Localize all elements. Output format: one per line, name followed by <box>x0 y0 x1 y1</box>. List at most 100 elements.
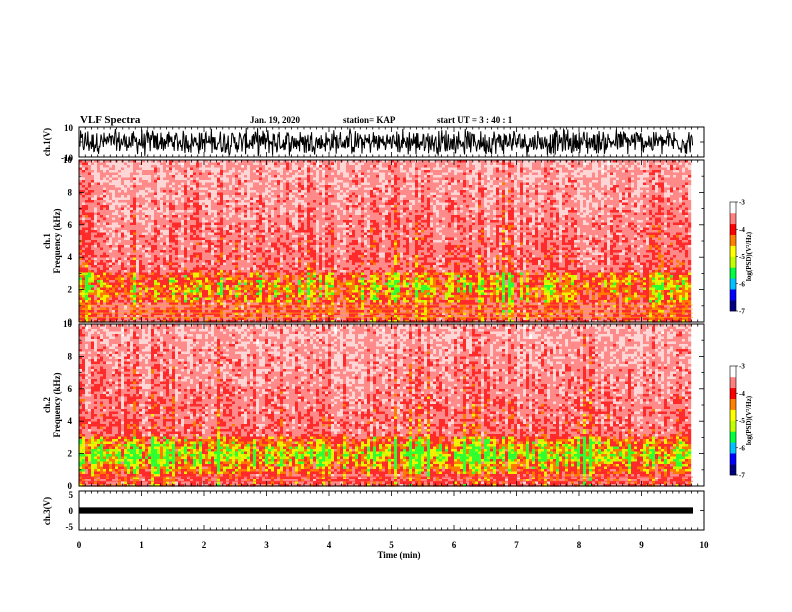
spectrogram-cell <box>205 168 208 171</box>
spectrogram-cell <box>328 173 331 176</box>
ch1-waveform-panel: 10 -10 ch.1(V) <box>42 123 704 163</box>
spectrogram-cell <box>142 170 145 173</box>
spectrogram-cell <box>529 170 532 173</box>
spectrogram-cell <box>148 170 151 173</box>
spectrogram-cell <box>571 163 574 166</box>
spectrogram-cell <box>130 163 133 166</box>
spectrogram-cell <box>550 163 553 166</box>
spectrogram-cell <box>295 173 298 176</box>
spectrogram-cell <box>430 168 433 171</box>
spectrogram-cell <box>277 173 280 176</box>
spectrogram-cell <box>244 168 247 171</box>
spectrogram-cell <box>106 165 109 168</box>
spectrogram-cell <box>646 170 649 173</box>
spectrogram-cell <box>199 163 202 166</box>
spectrogram-cell <box>277 163 280 166</box>
spectrogram-cell <box>334 173 337 176</box>
spectrogram-cell <box>304 163 307 166</box>
spectrogram-cell <box>661 170 664 173</box>
spectrogram-cell <box>400 168 403 171</box>
spectrogram-cell <box>127 173 130 176</box>
spectrogram-cell <box>91 170 94 173</box>
spectrogram-cell <box>607 165 610 168</box>
spectrogram-cell <box>235 170 238 173</box>
spectrogram-cell <box>592 163 595 166</box>
spectrogram-cell <box>547 163 550 166</box>
spectrogram-cell <box>637 168 640 171</box>
spectrogram-cell <box>241 170 244 173</box>
spectrogram-cell <box>595 163 598 166</box>
spectrogram-cell <box>541 165 544 168</box>
spectrogram-cell <box>550 173 553 176</box>
spectrogram-cell <box>205 165 208 168</box>
spectrogram-cell <box>640 170 643 173</box>
spectrogram-cell <box>640 168 643 171</box>
spectrogram-cell <box>238 163 241 166</box>
spectrogram-cell <box>235 163 238 166</box>
spectrogram-cell <box>475 163 478 166</box>
spectrogram-cell <box>631 168 634 171</box>
spectrogram-cell <box>628 168 631 171</box>
spectrogram-cell <box>85 170 88 173</box>
spectrogram-cell <box>298 165 301 168</box>
spectrogram-cell <box>217 170 220 173</box>
spectrogram-cell <box>637 170 640 173</box>
spectrogram-cell <box>286 168 289 171</box>
spectrogram-cell <box>85 165 88 168</box>
spectrogram-cell <box>253 170 256 173</box>
spectrogram-cell <box>652 163 655 166</box>
spectrogram-cell <box>397 165 400 168</box>
spectrogram-cell <box>613 163 616 166</box>
spectrogram-cell <box>409 170 412 173</box>
spectrogram-cell <box>532 170 535 173</box>
spectrogram-cell <box>460 163 463 166</box>
spectrogram-cell <box>133 173 136 176</box>
spectrogram-cell <box>397 168 400 171</box>
spectrogram-cell <box>553 163 556 166</box>
spectrogram-cell <box>127 163 130 166</box>
spectrogram-cell <box>436 173 439 176</box>
spectrogram-cell <box>331 173 334 176</box>
spectrogram-cell <box>499 168 502 171</box>
spectrogram-cell <box>232 170 235 173</box>
spectrogram-cell <box>388 170 391 173</box>
spectrogram-cell <box>319 173 322 176</box>
spectrogram-cell <box>94 165 97 168</box>
spectrogram-cell <box>436 168 439 171</box>
spectrogram-cell <box>439 173 442 176</box>
spectrogram-cell <box>346 168 349 171</box>
spectrogram-cell <box>127 170 130 173</box>
spectrogram-cell <box>385 173 388 176</box>
spectrogram-cell <box>193 173 196 176</box>
spectrogram-cell <box>355 163 358 166</box>
spectrogram-cell <box>508 170 511 173</box>
spectrogram-cell <box>145 168 148 171</box>
ch1-ytick-top: 10 <box>64 123 74 133</box>
spectrogram-cell <box>292 163 295 166</box>
spectrogram-cell <box>223 165 226 168</box>
spectrogram-cell <box>118 173 121 176</box>
spectrogram-cell <box>487 170 490 173</box>
spectrogram-cell <box>268 163 271 166</box>
spectrogram-cell <box>610 170 613 173</box>
spectrogram-cell <box>226 168 229 171</box>
spectrogram-cell <box>94 163 97 166</box>
spectrogram-cell <box>562 168 565 171</box>
spectrogram-cell <box>382 170 385 173</box>
spectrogram-cell <box>94 168 97 171</box>
spectrogram-cell <box>145 165 148 168</box>
spectrogram-cell <box>430 163 433 166</box>
spectrogram-cell <box>220 170 223 173</box>
spectrogram-cell <box>655 170 658 173</box>
spectrogram-cell <box>412 170 415 173</box>
spectrogram-cell <box>109 165 112 168</box>
spectrogram-cell <box>622 170 625 173</box>
spectrogram-cell <box>259 165 262 168</box>
spectrogram-cell <box>505 163 508 166</box>
spectrogram-cell <box>343 170 346 173</box>
spectrogram-cell <box>256 168 259 171</box>
spectrogram-cell <box>88 168 91 171</box>
spectrogram-cell <box>109 168 112 171</box>
spectrogram-cell <box>655 163 658 166</box>
spectrogram-cell <box>334 163 337 166</box>
